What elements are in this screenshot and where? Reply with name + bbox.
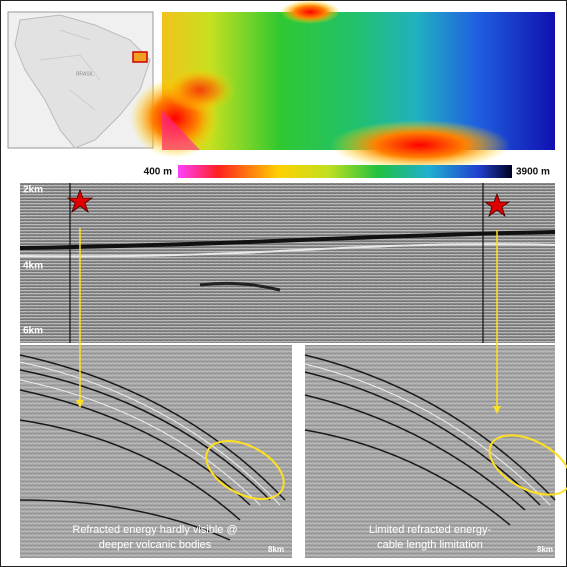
velocity-model — [130, 0, 555, 170]
depth-label: 2km — [23, 185, 43, 196]
seismic-section: 2km 4km 6km — [20, 183, 555, 343]
scale-label: 8km — [268, 545, 284, 554]
colorbar-max: 3900 m — [516, 167, 550, 178]
depth-label: 6km — [23, 326, 43, 337]
colorbar — [178, 165, 512, 178]
depth-label: 4km — [23, 261, 43, 272]
map-label: BRASIL — [76, 71, 94, 77]
caption: Refracted energy hardly visible @ — [72, 524, 237, 536]
colorbar-min: 400 m — [144, 167, 172, 178]
map-inset: BRASIL — [8, 12, 153, 148]
caption: Limited refracted energy- — [369, 524, 492, 536]
caption: cable length limitation — [377, 539, 483, 551]
scale-label: 8km — [537, 545, 553, 554]
caption: deeper volcanic bodies — [99, 539, 212, 551]
figure: BRASIL 400 m 3900 m 2km 4km 6km — [0, 0, 567, 567]
